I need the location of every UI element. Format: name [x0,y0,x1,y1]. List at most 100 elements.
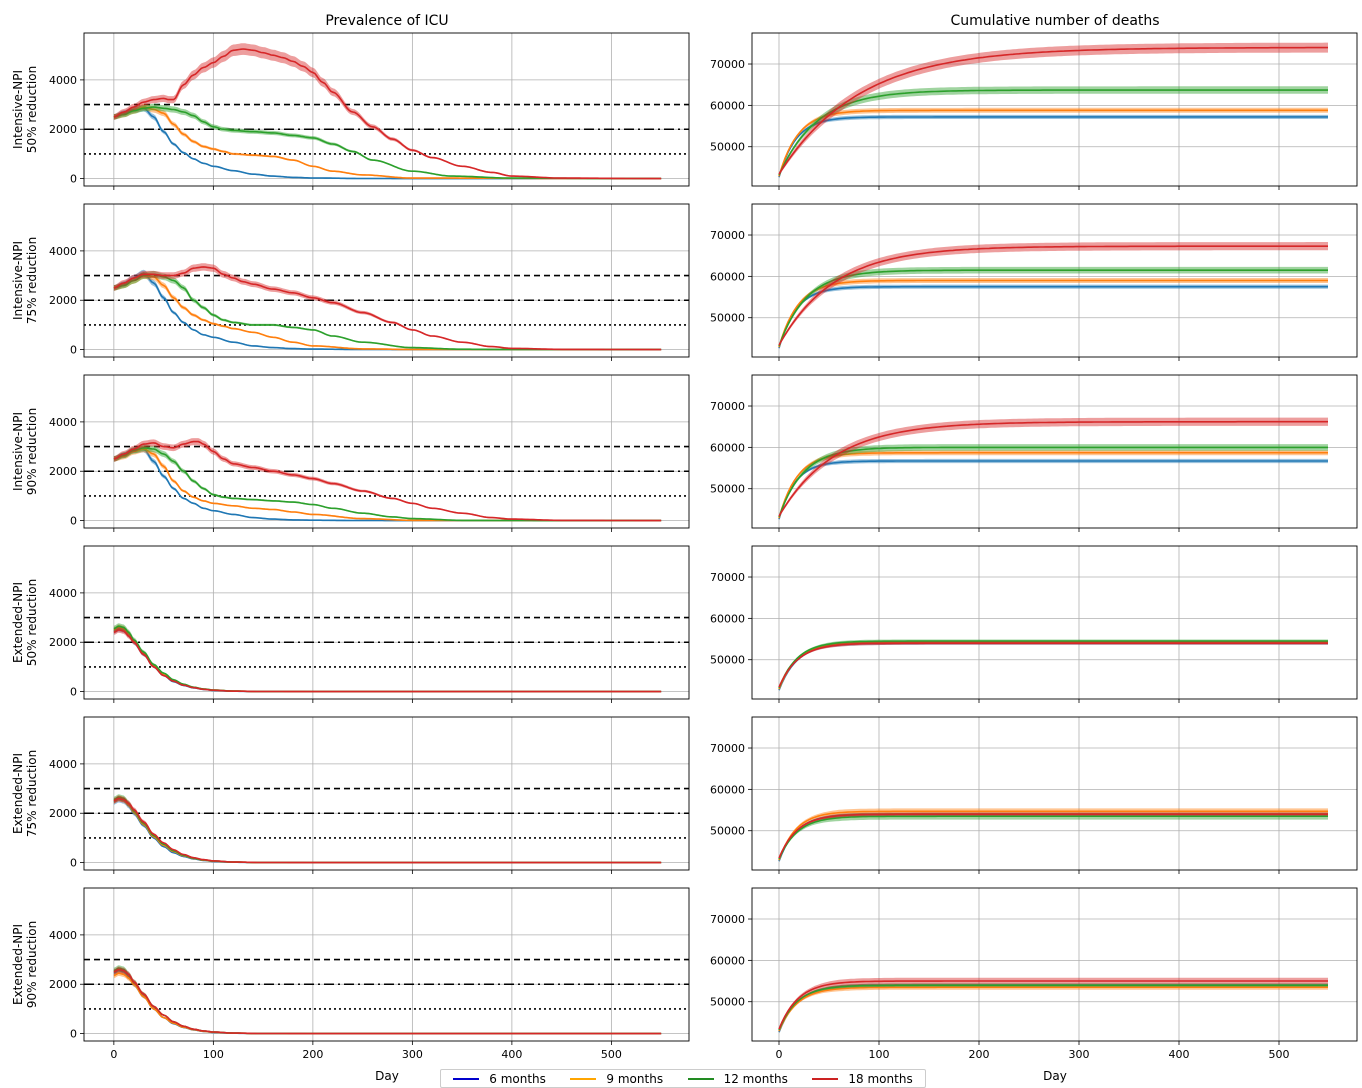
right-column-title: Cumulative number of deaths [950,13,1159,29]
deaths-line-6-months [778,460,1328,520]
icu-line-6-months [113,798,662,864]
icu-line-18-months [113,968,662,1035]
deaths-band-18-months [779,417,1328,518]
deaths-line-9-months [778,641,1328,690]
legend-label-18-months: 18 months [848,1071,913,1086]
legend-label-6-months: 6 months [489,1071,546,1086]
y-tick-label: 0 [70,344,77,357]
legend-label-12-months: 12 months [723,1071,788,1086]
icu-band-6-months [113,625,662,693]
icu-line-12-months [113,273,662,351]
legend-swatch-18-months [812,1077,839,1080]
y-tick-label: 70000 [710,400,745,413]
y-tick-label: 4000 [49,74,77,87]
deaths-panel-2: 50000 60000 70000 [710,203,1358,361]
icu-ylabel-line1: Extended-NPI [11,753,25,834]
y-tick-label: 2000 [49,978,77,991]
icu-panel-2: 0 2000 4000 Intensive-NPI 75% reduction [11,203,690,361]
deaths-line-12-months [778,446,1328,518]
deaths-band-9-months [779,984,1328,1032]
axes-frame [751,203,1358,358]
deaths-band-12-months [779,983,1328,1031]
legend-swatch-9-months [570,1077,597,1080]
y-tick-label: 0 [70,1028,77,1041]
deaths-band-18-months [779,812,1328,859]
axes-frame [83,716,690,871]
deaths-panel-1: 50000 60000 70000 [710,32,1358,190]
deaths-line-12-months [778,640,1328,689]
y-tick-label: 60000 [710,954,745,967]
deaths-panel-3: 50000 60000 70000 [710,374,1358,532]
deaths-line-9-months [778,810,1328,861]
icu-band-18-months [113,795,662,864]
icu-panel-6: 0 2000 4000 0 100 200 300 400 500 Extended-NPI 90%… [11,887,690,1061]
deaths-line-12-months [778,984,1328,1031]
x-tick-label: 300 [402,1048,423,1061]
icu-band-6-months [113,967,662,1035]
y-tick-label: 60000 [710,783,745,796]
legend-item-18-months: 18 months [812,1071,913,1086]
axes-frame [751,545,1358,700]
y-tick-label: 60000 [710,612,745,625]
deaths-band-6-months [779,812,1328,862]
icu-band-9-months [113,970,662,1035]
y-tick-label: 60000 [710,99,745,112]
deaths-panel-6: 50000 60000 70000 0 100 200 300 400 500 [710,887,1358,1061]
right-x-axis-label: Day [1043,1069,1067,1083]
deaths-line-12-months [778,89,1328,176]
deaths-line-18-months [778,245,1328,346]
legend: 6 months 9 months 12 months 18 months [440,1069,926,1088]
y-tick-label: 0 [70,857,77,870]
left-column-title: Prevalence of ICU [325,13,448,29]
legend-item-9-months: 9 months [570,1072,663,1086]
deaths-line-9-months [778,451,1328,519]
legend-label-9-months: 9 months [606,1071,664,1086]
icu-ylabel-line1: Extended-NPI [11,924,25,1005]
icu-band-12-months [113,965,662,1035]
icu-band-6-months [113,796,662,864]
y-tick-label: 60000 [710,270,745,283]
deaths-line-18-months [778,46,1328,175]
icu-ylabel-line2: 75% reduction [25,237,39,324]
icu-ylabel-line2: 90% reduction [25,921,39,1008]
icu-band-9-months [113,795,662,864]
deaths-band-6-months [779,458,1328,520]
x-tick-label: 200 [302,1048,323,1061]
deaths-band-6-months [779,641,1328,691]
y-tick-label: 50000 [710,483,745,496]
left-x-axis-label: Day [375,1069,399,1083]
x-tick-label: 500 [601,1048,622,1061]
icu-line-9-months [113,797,662,864]
y-tick-label: 50000 [710,654,745,667]
y-tick-label: 70000 [710,913,745,926]
y-tick-label: 50000 [710,825,745,838]
icu-ylabel-line1: Extended-NPI [11,582,25,663]
icu-line-18-months [113,48,662,180]
deaths-band-12-months [779,639,1328,689]
deaths-line-6-months [778,642,1328,691]
axes-frame [751,716,1358,871]
icu-band-12-months [113,623,662,693]
deaths-panel-5: 50000 60000 70000 [710,716,1358,874]
y-tick-label: 0 [70,173,77,186]
y-tick-label: 70000 [710,571,745,584]
legend-swatch-6-months [453,1077,480,1080]
icu-ylabel-line1: Intensive-NPI [11,412,25,491]
deaths-line-12-months [778,815,1328,860]
y-tick-label: 50000 [710,141,745,154]
deaths-line-18-months [778,420,1328,517]
x-tick-label: 100 [203,1048,224,1061]
icu-line-6-months [113,448,662,522]
y-tick-label: 2000 [49,123,77,136]
deaths-panel-4: 50000 60000 70000 [710,545,1358,703]
icu-line-6-months [113,627,662,693]
x-tick-label: 300 [1069,1048,1090,1061]
x-tick-label: 100 [869,1048,890,1061]
icu-line-9-months [113,626,662,693]
y-tick-label: 0 [70,515,77,528]
axes-frame [83,887,690,1042]
icu-line-9-months [113,972,662,1035]
x-tick-label: 400 [1169,1048,1190,1061]
axes-frame [83,545,690,700]
